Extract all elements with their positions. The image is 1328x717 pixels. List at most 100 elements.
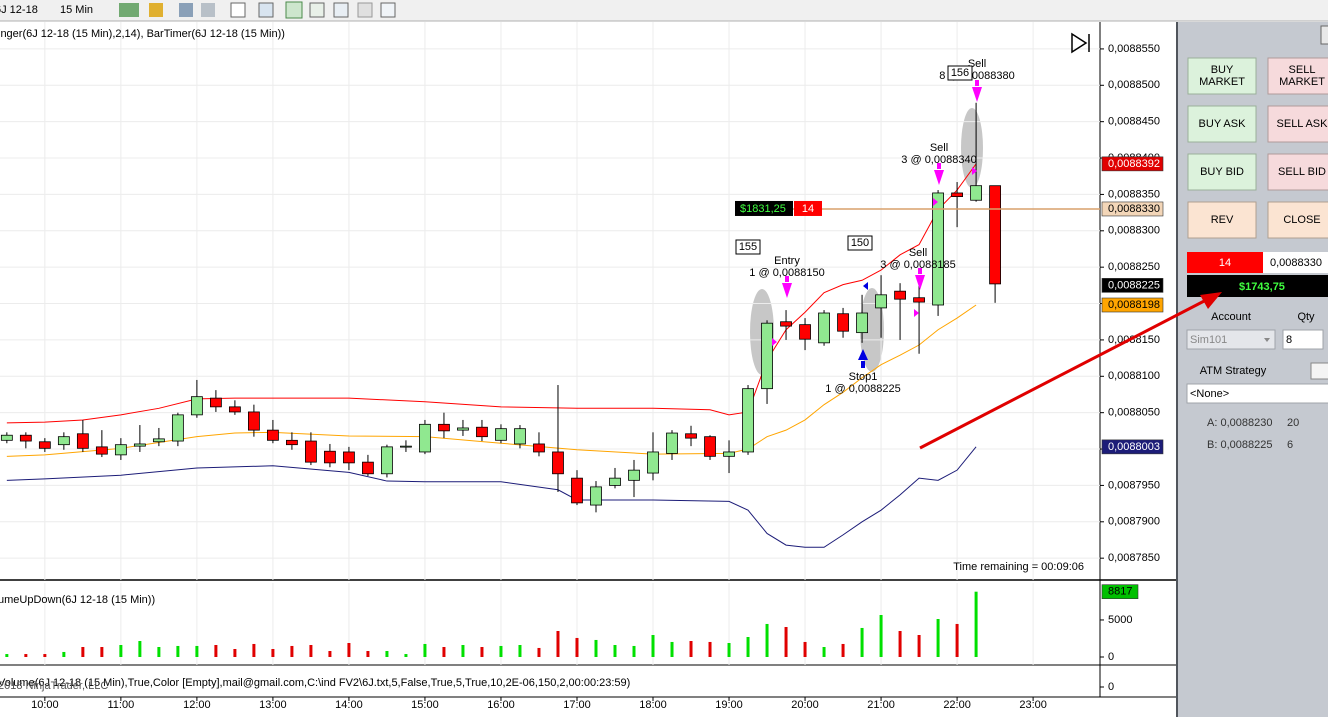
interval[interactable]: 15 Min <box>60 4 93 16</box>
indicator-title: inger(6J 12-18 (15 Min),2,14), BarTimer(… <box>0 28 285 40</box>
annotation-label: Stop1 <box>849 371 878 383</box>
button-label[interactable]: SELL ASK <box>1277 118 1328 130</box>
icon[interactable] <box>285 1 303 19</box>
bar-counter: 155 <box>739 241 757 253</box>
volume-bar <box>784 627 788 657</box>
volume-bar <box>290 645 294 657</box>
icon[interactable] <box>119 3 139 17</box>
stop-arrow <box>858 349 868 368</box>
y-tick-label: 0,0088300 <box>1108 225 1160 237</box>
annotation-detail: 3 @ 0,0088340 <box>901 154 976 166</box>
pnl-box <box>735 200 793 216</box>
price-marker-label: 0,0088225 <box>1108 279 1160 291</box>
position-qty-box <box>1187 252 1263 273</box>
button-label[interactable]: MARKET <box>1279 76 1325 88</box>
candle-body <box>57 436 70 446</box>
volume-bar <box>119 645 123 657</box>
panel-toggle[interactable] <box>1320 25 1328 45</box>
buy-bid-button[interactable]: BUY BID <box>1187 153 1257 191</box>
button-label[interactable]: SELL <box>1289 64 1316 76</box>
account-select[interactable] <box>1186 329 1276 350</box>
icon[interactable] <box>201 3 215 17</box>
button-label[interactable]: SELL BID <box>1278 166 1326 178</box>
buy-ask-button[interactable]: BUY ASK <box>1187 105 1257 143</box>
button-label[interactable]: MARKET <box>1199 76 1245 88</box>
position-price-box <box>1263 252 1328 273</box>
close-button[interactable]: CLOSE <box>1267 201 1328 239</box>
candle-body <box>76 433 89 449</box>
button[interactable] <box>1267 105 1328 143</box>
unrealized-pnl: $1743,75 <box>1239 281 1285 293</box>
volume-bar <box>62 651 66 657</box>
candle-body <box>305 440 317 463</box>
button[interactable] <box>1267 153 1328 191</box>
candle-body <box>476 426 488 438</box>
atm-button[interactable] <box>1310 362 1328 380</box>
icon[interactable] <box>230 2 246 18</box>
volume-bar <box>138 641 142 657</box>
icon[interactable] <box>309 2 325 18</box>
icon[interactable] <box>333 2 349 18</box>
qty-input[interactable] <box>1282 329 1324 350</box>
instrument[interactable]: 6J 12-18 <box>0 4 38 16</box>
button[interactable] <box>1267 201 1328 239</box>
candle-body <box>286 439 298 446</box>
annotation-label: Sell <box>909 247 927 259</box>
volume-bar <box>917 635 921 657</box>
volume-bar <box>537 647 541 657</box>
volume-bar <box>898 631 902 657</box>
indicator-title: Volume(6J 12-18 (15 Min),True,Color [Emp… <box>0 677 630 689</box>
volume-bar <box>803 641 807 657</box>
x-tick-label: 23:00 <box>1019 699 1047 711</box>
atm-strategy[interactable]: <None> <box>1190 388 1229 400</box>
button-label[interactable]: BUY <box>1211 64 1234 76</box>
icon[interactable] <box>149 3 163 17</box>
icon[interactable] <box>1071 32 1088 54</box>
button-label[interactable]: CLOSE <box>1283 214 1320 226</box>
position-price: 0,0088330 <box>1270 257 1322 269</box>
candle-body <box>932 192 944 306</box>
volume-bar <box>841 643 845 657</box>
icon[interactable] <box>179 3 193 17</box>
volume-bar <box>233 649 237 657</box>
dropdown-arrow[interactable] <box>1264 338 1270 342</box>
button-label[interactable]: REV <box>1211 214 1234 226</box>
last-value-marker <box>1101 584 1139 599</box>
candle-body <box>362 461 374 475</box>
button[interactable] <box>1187 201 1257 239</box>
volume-bar <box>404 654 408 657</box>
indicator-line <box>6 446 977 548</box>
pnl-box <box>1187 275 1328 297</box>
button-label[interactable]: BUY BID <box>1200 166 1244 178</box>
button[interactable] <box>1267 57 1328 95</box>
volume-bar <box>879 615 883 657</box>
toolbar-icons[interactable] <box>119 1 396 19</box>
sell-bid-button[interactable]: SELL BID <box>1267 153 1328 191</box>
price-marker-label: 0,0088392 <box>1108 158 1160 170</box>
rev-button[interactable]: REV <box>1187 201 1257 239</box>
button-label[interactable]: BUY ASK <box>1199 118 1247 130</box>
account[interactable]: Sim101 <box>1190 334 1227 346</box>
scroll-end[interactable] <box>1071 32 1090 54</box>
icon[interactable] <box>357 2 373 18</box>
candle-body <box>989 185 1001 285</box>
annotation-label: Sell <box>930 142 948 154</box>
volume-bar <box>746 637 750 657</box>
position-qty: 14 <box>802 203 814 215</box>
sell-market-button[interactable]: SELL MARKET <box>1267 57 1328 95</box>
volume-bar <box>480 647 484 657</box>
volume-bar <box>24 654 28 657</box>
bar-counter-box <box>847 235 873 251</box>
button[interactable] <box>1187 153 1257 191</box>
sell-ask-button[interactable]: SELL ASK <box>1267 105 1328 143</box>
candle-body <box>590 486 602 506</box>
atm-select[interactable] <box>1186 383 1328 404</box>
button[interactable] <box>1187 105 1257 143</box>
qty[interactable]: 8 <box>1286 334 1292 346</box>
icon[interactable] <box>258 2 274 18</box>
icon[interactable] <box>380 2 396 18</box>
button[interactable] <box>1187 57 1257 95</box>
buy-market-button[interactable]: BUY MARKET <box>1187 57 1257 95</box>
volume-bar <box>423 643 427 657</box>
toolbar <box>0 0 1328 21</box>
